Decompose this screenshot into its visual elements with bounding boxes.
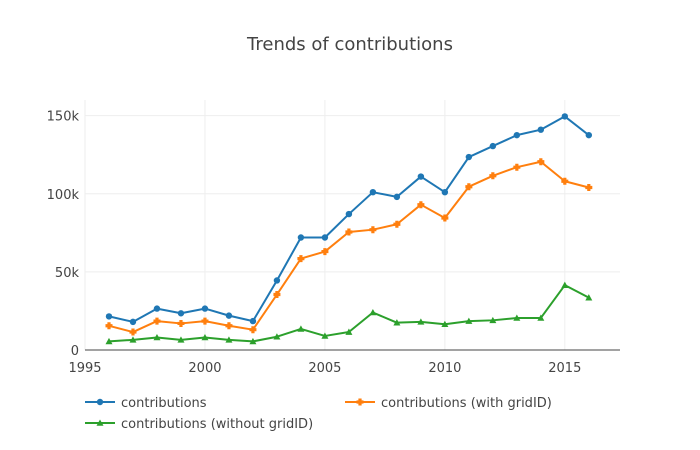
data-point xyxy=(249,317,257,325)
legend[interactable]: contributions contributions (with gridID)… xyxy=(85,396,552,432)
data-point xyxy=(201,334,209,341)
y-tick-label: 150k xyxy=(47,110,80,125)
data-point xyxy=(105,322,113,330)
data-point xyxy=(345,328,353,335)
legend-swatch-marker xyxy=(356,398,364,406)
data-point xyxy=(129,336,137,343)
data-point xyxy=(417,201,425,209)
data-point xyxy=(465,317,473,324)
series-line xyxy=(108,115,590,323)
legend-item-1[interactable]: contributions xyxy=(85,396,207,411)
data-point xyxy=(297,234,305,241)
data-point xyxy=(513,131,521,139)
data-point xyxy=(321,332,329,339)
data-point xyxy=(153,334,161,341)
data-point xyxy=(177,336,185,343)
data-point xyxy=(369,188,377,196)
data-point xyxy=(153,305,161,312)
data-point xyxy=(249,326,257,334)
data-point xyxy=(393,193,401,201)
data-point xyxy=(513,314,521,321)
data-point xyxy=(441,214,449,222)
data-point xyxy=(513,163,521,171)
data-point xyxy=(537,314,545,321)
data-point xyxy=(273,277,281,284)
data-point xyxy=(393,319,401,326)
y-tick-label: 100k xyxy=(47,188,80,203)
axes: 0 50k 100k 150k 1995 2000 2005 2010 2015 xyxy=(47,110,620,376)
series-group xyxy=(105,113,593,345)
legend-swatch-marker xyxy=(96,419,104,426)
y-tick-label: 50k xyxy=(55,266,80,281)
data-point xyxy=(321,248,329,256)
data-point xyxy=(585,131,593,139)
legend-swatch-marker xyxy=(96,398,104,406)
data-point xyxy=(201,305,209,312)
data-point xyxy=(129,328,137,336)
data-point xyxy=(417,173,425,180)
data-point xyxy=(441,188,449,196)
data-point xyxy=(369,309,377,316)
series-line xyxy=(108,160,590,334)
data-point xyxy=(273,333,281,340)
data-point xyxy=(537,158,545,166)
data-point xyxy=(225,312,233,319)
data-point xyxy=(369,226,377,234)
data-point xyxy=(561,113,569,120)
data-point xyxy=(585,184,593,191)
x-tick-label: 1995 xyxy=(68,361,101,376)
series-1 xyxy=(105,113,593,326)
legend-label: contributions (with gridID) xyxy=(381,396,552,411)
legend-label: contributions xyxy=(121,396,207,411)
data-point xyxy=(297,255,305,263)
x-tick-label: 2015 xyxy=(548,361,581,376)
data-point xyxy=(489,142,497,150)
legend-item-3[interactable]: contributions (without gridID) xyxy=(85,417,313,432)
x-tick-label: 2010 xyxy=(428,361,461,376)
x-tick-label: 2000 xyxy=(188,361,221,376)
data-point xyxy=(297,325,305,332)
data-point xyxy=(105,337,113,345)
y-tick-label: 0 xyxy=(71,344,79,359)
data-point xyxy=(105,313,113,320)
data-point xyxy=(417,318,425,325)
data-point xyxy=(393,220,401,228)
data-point xyxy=(129,318,137,326)
data-point xyxy=(177,310,185,317)
data-point xyxy=(489,316,497,324)
data-point xyxy=(225,336,233,343)
data-point xyxy=(153,317,161,325)
grid xyxy=(84,100,620,350)
data-point xyxy=(273,291,281,299)
data-point xyxy=(345,210,353,218)
legend-label: contributions (without gridID) xyxy=(121,417,313,432)
data-point xyxy=(225,322,233,330)
data-point xyxy=(561,281,569,288)
series-3 xyxy=(105,281,593,345)
data-point xyxy=(585,294,593,301)
data-point xyxy=(465,153,473,161)
data-point xyxy=(177,319,185,327)
data-point xyxy=(489,172,497,180)
data-point xyxy=(345,228,353,236)
x-tick-label: 2005 xyxy=(308,361,341,376)
legend-item-2[interactable]: contributions (with gridID) xyxy=(345,396,552,411)
data-point xyxy=(201,317,209,325)
data-point xyxy=(561,177,569,185)
data-point xyxy=(441,320,449,328)
data-point xyxy=(249,337,257,345)
series-2 xyxy=(105,158,593,336)
data-point xyxy=(537,126,545,133)
chart-title: Trends of contributions xyxy=(246,34,453,55)
data-point xyxy=(321,234,329,241)
data-point xyxy=(465,183,473,191)
